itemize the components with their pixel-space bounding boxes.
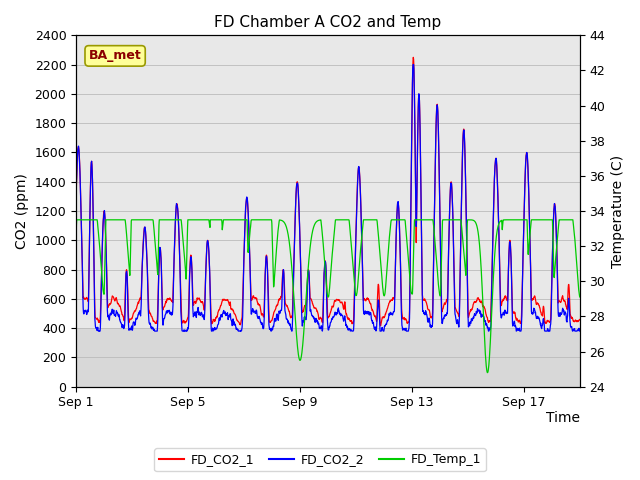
Text: BA_met: BA_met <box>89 49 141 62</box>
Y-axis label: Temperature (C): Temperature (C) <box>611 155 625 267</box>
Y-axis label: CO2 (ppm): CO2 (ppm) <box>15 173 29 249</box>
X-axis label: Time: Time <box>546 411 580 425</box>
Title: FD Chamber A CO2 and Temp: FD Chamber A CO2 and Temp <box>214 15 442 30</box>
Legend: FD_CO2_1, FD_CO2_2, FD_Temp_1: FD_CO2_1, FD_CO2_2, FD_Temp_1 <box>154 448 486 471</box>
Bar <box>76 36 580 328</box>
